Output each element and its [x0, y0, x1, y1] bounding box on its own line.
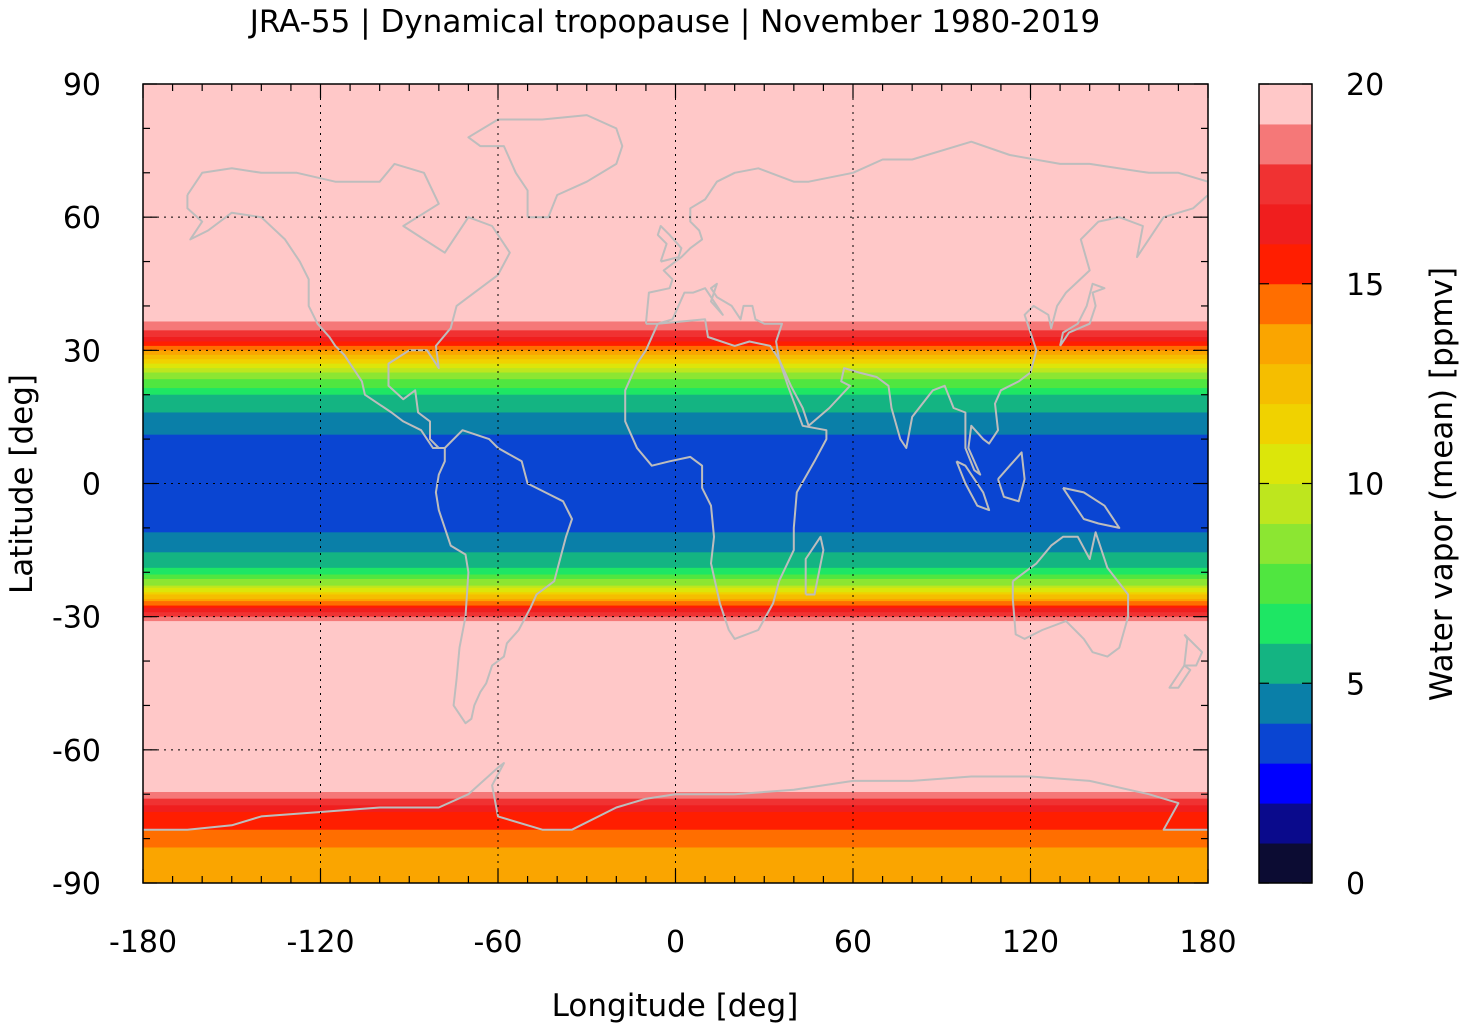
field-band — [143, 350, 1208, 356]
field-band — [143, 337, 1208, 343]
colorbar-segment — [1259, 84, 1312, 125]
field-band — [143, 567, 1208, 576]
field-band — [143, 345, 1208, 351]
colorbar-tick-label: 5 — [1346, 667, 1365, 702]
coastline — [656, 225, 683, 263]
coastline — [1168, 664, 1192, 689]
colorbar-segment — [1259, 523, 1312, 564]
coastline — [955, 460, 991, 512]
x-tick-label: 0 — [666, 925, 685, 960]
y-tick-label: 0 — [82, 468, 101, 503]
colorbar-segment — [1259, 803, 1312, 844]
y-tick-label: -90 — [52, 867, 101, 902]
coastline — [624, 318, 828, 640]
x-tick-label: -180 — [109, 925, 177, 960]
y-axis-label: Latitude [deg] — [4, 374, 40, 594]
plot-area — [143, 84, 1208, 883]
field-band — [143, 792, 1208, 800]
coastlines — [143, 114, 1208, 831]
field-band — [143, 829, 1208, 849]
colorbar-segment — [1259, 603, 1312, 644]
colorbar-segment — [1259, 203, 1312, 245]
field-band — [143, 388, 1208, 396]
colorbar-segment — [1259, 283, 1312, 325]
coastline — [143, 762, 1208, 831]
colorbar-segment — [1259, 683, 1312, 724]
colorbar-segment — [1259, 363, 1312, 405]
colorbar-tick-label: 0 — [1346, 867, 1365, 902]
field-band — [143, 616, 1208, 622]
field-band — [143, 532, 1208, 553]
coastline — [186, 162, 511, 449]
field-band — [143, 805, 1208, 813]
field-band — [143, 379, 1208, 389]
y-tick-labels: 90 60 30 0 -30 -60 -90 — [52, 68, 101, 902]
coastline — [644, 140, 1208, 476]
field-band — [143, 372, 1208, 380]
x-axis-label: Longitude [deg] — [552, 988, 799, 1024]
y-tick-label: 90 — [63, 68, 101, 103]
colorbar-segment — [1259, 403, 1312, 445]
field-band — [143, 798, 1208, 806]
colorbar-tick-label: 20 — [1346, 68, 1384, 103]
field-band — [143, 321, 1208, 331]
field-band — [143, 585, 1208, 589]
colorbar-segment — [1259, 843, 1312, 884]
coastline — [1059, 282, 1106, 347]
coastline — [997, 451, 1026, 503]
colorbar-label: Water vapor (mean) [ppmv] — [1424, 267, 1460, 701]
colorbar-segment — [1259, 243, 1312, 285]
colorbar — [1258, 83, 1313, 884]
coastline — [1062, 486, 1121, 529]
colorbar-segment — [1259, 163, 1312, 205]
coastline — [1011, 531, 1130, 658]
field-band — [143, 394, 1208, 414]
field-band — [143, 368, 1208, 374]
colorbar-segment — [1259, 763, 1312, 804]
field-band — [143, 412, 1208, 436]
field-band — [143, 592, 1208, 596]
field-band — [143, 612, 1208, 618]
colorbar-tick-label: 15 — [1346, 268, 1384, 303]
x-tick-label: 180 — [1179, 925, 1236, 960]
colorbar-segment — [1259, 643, 1312, 684]
field-band — [143, 574, 1208, 580]
colorbar-tick-labels: 0 5 10 15 20 — [1346, 68, 1384, 902]
x-tick-label: 120 — [1002, 925, 1059, 960]
colorbar-tick-label: 10 — [1346, 468, 1384, 503]
x-tick-labels: -180 -120 -60 0 60 120 180 — [109, 925, 1237, 960]
x-tick-label: -60 — [474, 925, 523, 960]
field-band — [143, 587, 1208, 593]
colorbar-segment — [1259, 723, 1312, 764]
coastline — [804, 535, 825, 596]
gridlines — [143, 84, 1208, 883]
coastline — [434, 429, 573, 725]
y-tick-label: 60 — [63, 201, 101, 236]
field-band — [143, 330, 1208, 338]
field-band — [143, 811, 1208, 831]
y-tick-label: -30 — [52, 601, 101, 636]
colorbar-segment — [1259, 123, 1312, 165]
colorbar-segment — [1259, 563, 1312, 604]
field-band — [143, 359, 1208, 365]
y-tick-label: -60 — [52, 734, 101, 769]
coastline — [1183, 633, 1204, 667]
y-tick-label: 30 — [63, 334, 101, 369]
coastline — [467, 114, 624, 219]
field-band — [143, 363, 1208, 369]
field-band — [143, 621, 1208, 793]
colorbar-segment — [1259, 443, 1312, 484]
colorbar-segment — [1259, 483, 1312, 524]
x-tick-label: 60 — [834, 925, 872, 960]
field-band — [143, 605, 1208, 609]
colorbar-segment — [1259, 323, 1312, 365]
field-band — [143, 598, 1208, 602]
chart-title: JRA-55 | Dynamical tropopause | November… — [248, 4, 1101, 40]
x-tick-label: -120 — [286, 925, 354, 960]
axis-ticks — [142, 83, 1209, 884]
